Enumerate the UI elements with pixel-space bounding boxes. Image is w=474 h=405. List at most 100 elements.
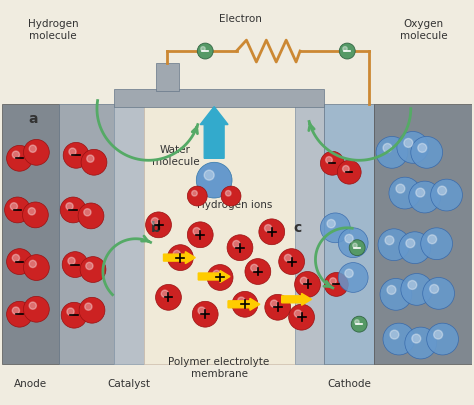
FancyBboxPatch shape [114,89,324,107]
Circle shape [284,254,292,262]
Circle shape [66,203,73,210]
Circle shape [81,149,107,175]
Circle shape [294,310,301,317]
Circle shape [343,166,349,172]
Circle shape [326,157,332,163]
FancyArrow shape [200,107,228,158]
Circle shape [343,47,347,51]
Circle shape [24,255,49,280]
Circle shape [245,259,271,284]
Circle shape [383,323,415,355]
Circle shape [221,186,241,206]
Circle shape [191,190,197,196]
Circle shape [24,139,49,165]
Circle shape [87,155,94,162]
Circle shape [338,262,368,292]
Circle shape [84,209,91,216]
Circle shape [421,228,453,260]
Circle shape [345,234,353,243]
Circle shape [5,197,30,223]
Circle shape [295,271,320,297]
Circle shape [355,320,359,324]
Circle shape [197,43,213,59]
Circle shape [10,203,18,210]
Circle shape [378,229,410,260]
Circle shape [22,202,48,228]
Circle shape [289,304,314,330]
Circle shape [85,303,92,310]
Circle shape [69,148,76,156]
Circle shape [385,236,394,245]
Circle shape [167,245,193,271]
Circle shape [324,273,348,296]
Circle shape [390,330,399,339]
Circle shape [380,279,412,310]
FancyArrow shape [198,271,230,282]
Circle shape [405,327,437,359]
FancyArrow shape [282,293,311,305]
Circle shape [60,197,86,223]
Circle shape [207,264,233,290]
Circle shape [7,301,32,327]
Circle shape [412,334,421,343]
Circle shape [345,269,353,277]
Circle shape [7,145,32,171]
Circle shape [351,316,367,332]
Circle shape [383,143,392,152]
Circle shape [279,249,304,275]
Circle shape [409,181,441,213]
FancyArrow shape [228,298,260,310]
Circle shape [80,257,106,282]
Circle shape [423,277,455,309]
Text: c: c [293,221,302,235]
Circle shape [428,235,437,244]
Circle shape [227,235,253,260]
Circle shape [201,47,205,51]
Circle shape [29,260,36,268]
Circle shape [329,278,337,284]
Text: Oxygen
molecule: Oxygen molecule [400,19,447,41]
FancyBboxPatch shape [374,104,473,364]
Circle shape [430,284,438,293]
Circle shape [376,136,408,168]
Text: Hydrogen ions: Hydrogen ions [197,200,273,210]
Circle shape [12,151,19,158]
Circle shape [187,186,207,206]
Circle shape [259,219,285,245]
Circle shape [29,145,36,152]
Text: a: a [28,112,38,126]
Circle shape [12,307,19,314]
Circle shape [193,228,200,235]
Circle shape [86,262,93,270]
Circle shape [434,330,443,339]
Text: Catalyst: Catalyst [107,379,150,389]
Circle shape [337,160,361,184]
FancyBboxPatch shape [144,104,295,364]
Circle shape [187,222,213,248]
Circle shape [438,186,447,195]
Circle shape [192,301,218,327]
Circle shape [68,257,75,264]
Circle shape [213,270,220,277]
Circle shape [397,132,428,163]
Circle shape [161,290,168,297]
Text: Hydrogen
molecule: Hydrogen molecule [28,19,79,41]
Text: Polymer electrolyte
membrane: Polymer electrolyte membrane [168,357,270,379]
FancyBboxPatch shape [114,104,144,364]
Circle shape [411,136,443,168]
Circle shape [204,170,214,180]
Circle shape [301,277,308,284]
Circle shape [271,300,278,307]
Circle shape [327,220,335,228]
Circle shape [349,240,365,256]
Circle shape [173,250,181,258]
Circle shape [61,302,87,328]
Text: b: b [151,221,161,235]
Circle shape [78,203,104,229]
FancyBboxPatch shape [1,104,59,364]
Circle shape [232,291,258,317]
Circle shape [339,43,355,59]
Circle shape [196,162,232,198]
Circle shape [233,241,240,248]
Circle shape [431,179,463,211]
